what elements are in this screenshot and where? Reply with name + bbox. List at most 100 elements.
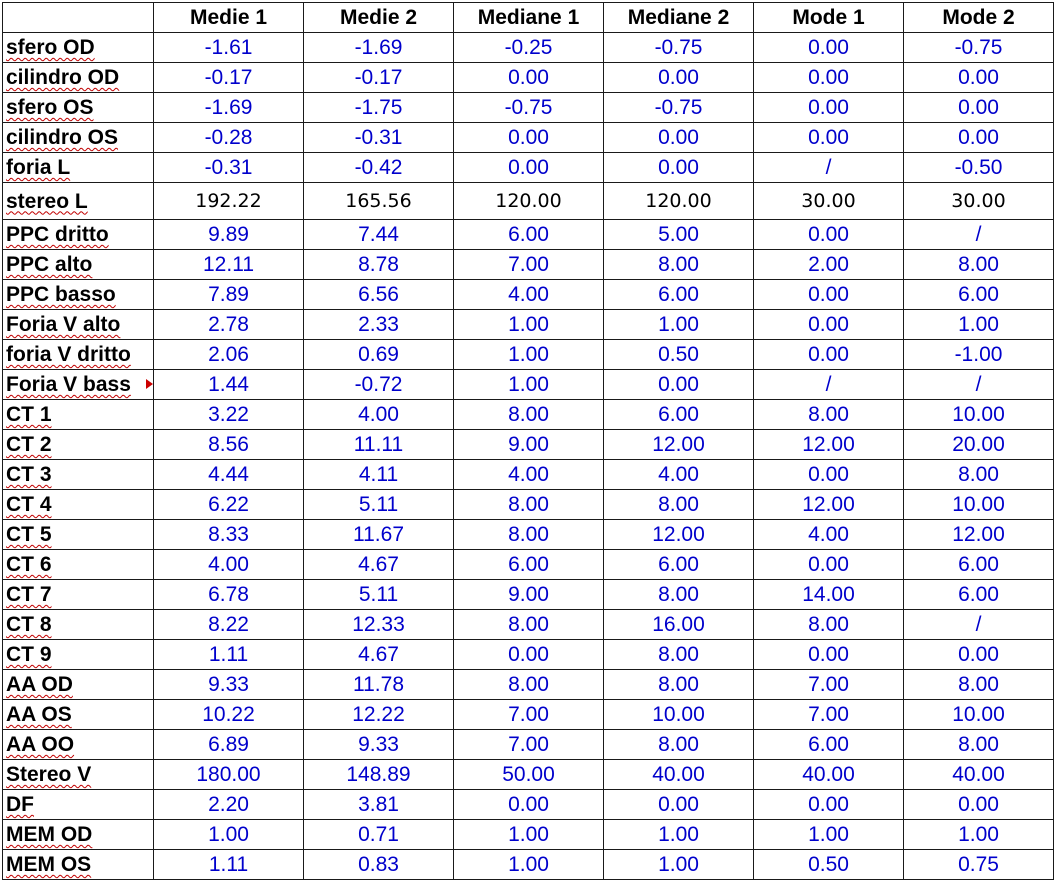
value-cell[interactable]: 6.00 <box>903 279 1054 310</box>
row-label-cell[interactable]: Stereo V <box>2 759 154 790</box>
value-cell[interactable]: 1.00 <box>453 339 604 370</box>
value-cell[interactable]: 3.81 <box>303 789 454 820</box>
value-cell[interactable]: 4.00 <box>603 459 754 490</box>
value-cell[interactable]: 0.00 <box>753 92 904 123</box>
value-cell[interactable]: 10.00 <box>903 489 1054 520</box>
value-cell[interactable]: 0.00 <box>753 122 904 153</box>
value-cell[interactable]: 8.00 <box>603 489 754 520</box>
value-cell[interactable]: 0.00 <box>603 62 754 93</box>
row-label-cell[interactable]: MEM OD <box>2 819 154 850</box>
value-cell[interactable]: 8.00 <box>603 249 754 280</box>
value-cell[interactable]: 6.22 <box>153 489 304 520</box>
value-cell[interactable]: 40.00 <box>753 759 904 790</box>
value-cell[interactable]: 4.00 <box>753 519 904 550</box>
row-label-cell[interactable]: MEM OS <box>2 849 154 880</box>
row-label-cell[interactable]: cilindro OS <box>2 122 154 153</box>
value-cell[interactable]: -0.50 <box>903 152 1054 183</box>
value-cell[interactable]: 6.78 <box>153 579 304 610</box>
value-cell[interactable]: 0.00 <box>453 789 604 820</box>
value-cell[interactable]: 6.00 <box>903 579 1054 610</box>
value-cell[interactable]: 8.00 <box>753 399 904 430</box>
value-cell[interactable]: 7.44 <box>303 219 454 250</box>
value-cell[interactable]: 6.00 <box>453 549 604 580</box>
value-cell[interactable]: 1.00 <box>453 819 604 850</box>
value-cell[interactable]: 0.00 <box>903 62 1054 93</box>
value-cell[interactable]: 10.00 <box>903 699 1054 730</box>
value-cell[interactable]: -0.75 <box>603 92 754 123</box>
value-cell[interactable]: 9.33 <box>153 669 304 700</box>
value-cell[interactable]: -0.72 <box>303 369 454 400</box>
value-cell[interactable]: 0.83 <box>303 849 454 880</box>
value-cell[interactable]: 10.00 <box>903 399 1054 430</box>
value-cell[interactable]: 1.11 <box>153 849 304 880</box>
value-cell[interactable]: -0.31 <box>153 152 304 183</box>
value-cell[interactable]: 0.00 <box>453 122 604 153</box>
value-cell[interactable]: 40.00 <box>603 759 754 790</box>
value-cell[interactable]: 12.00 <box>603 429 754 460</box>
value-cell[interactable]: 6.89 <box>153 729 304 760</box>
value-cell[interactable]: 9.00 <box>453 429 604 460</box>
value-cell[interactable]: 8.00 <box>453 519 604 550</box>
value-cell[interactable]: 4.67 <box>303 549 454 580</box>
value-cell[interactable]: 12.00 <box>753 489 904 520</box>
value-cell[interactable]: 4.00 <box>453 459 604 490</box>
row-label-cell[interactable]: foria L <box>2 152 154 183</box>
value-cell[interactable]: 1.00 <box>603 849 754 880</box>
value-cell[interactable]: 10.00 <box>603 699 754 730</box>
header-cell-mode-2[interactable]: Mode 2 <box>903 2 1054 33</box>
value-cell[interactable]: 0.00 <box>753 339 904 370</box>
value-cell[interactable]: 20.00 <box>903 429 1054 460</box>
row-label-cell[interactable]: cilindro OD <box>2 62 154 93</box>
value-cell[interactable]: / <box>903 609 1054 640</box>
value-cell[interactable]: 120.00 <box>603 182 754 220</box>
value-cell[interactable]: 11.11 <box>303 429 454 460</box>
value-cell[interactable]: 1.00 <box>903 309 1054 340</box>
value-cell[interactable]: 4.00 <box>153 549 304 580</box>
value-cell[interactable]: / <box>903 369 1054 400</box>
value-cell[interactable]: 9.33 <box>303 729 454 760</box>
value-cell[interactable]: -1.69 <box>153 92 304 123</box>
value-cell[interactable]: 2.20 <box>153 789 304 820</box>
value-cell[interactable]: 120.00 <box>453 182 604 220</box>
row-label-cell[interactable]: CT 2 <box>2 429 154 460</box>
row-label-cell[interactable]: CT 1 <box>2 399 154 430</box>
value-cell[interactable]: 0.00 <box>603 122 754 153</box>
value-cell[interactable]: 11.78 <box>303 669 454 700</box>
value-cell[interactable]: 0.00 <box>753 219 904 250</box>
row-label-cell[interactable]: AA OS <box>2 699 154 730</box>
row-label-cell[interactable]: sfero OS <box>2 92 154 123</box>
value-cell[interactable]: 10.22 <box>153 699 304 730</box>
value-cell[interactable]: 12.00 <box>753 429 904 460</box>
value-cell[interactable]: 50.00 <box>453 759 604 790</box>
row-label-cell[interactable]: stereo L <box>2 182 154 220</box>
value-cell[interactable]: 9.00 <box>453 579 604 610</box>
value-cell[interactable]: 2.06 <box>153 339 304 370</box>
value-cell[interactable]: -1.69 <box>303 32 454 63</box>
value-cell[interactable]: 8.22 <box>153 609 304 640</box>
value-cell[interactable]: 40.00 <box>903 759 1054 790</box>
value-cell[interactable]: 0.50 <box>753 849 904 880</box>
value-cell[interactable]: / <box>903 219 1054 250</box>
value-cell[interactable]: 1.00 <box>453 309 604 340</box>
row-label-cell[interactable]: CT 9 <box>2 639 154 670</box>
value-cell[interactable]: 8.00 <box>453 489 604 520</box>
value-cell[interactable]: 0.00 <box>753 62 904 93</box>
value-cell[interactable]: 6.00 <box>453 219 604 250</box>
value-cell[interactable]: 5.00 <box>603 219 754 250</box>
row-label-cell[interactable]: Foria V alto <box>2 309 154 340</box>
value-cell[interactable]: 8.00 <box>603 639 754 670</box>
row-label-cell[interactable]: AA OO <box>2 729 154 760</box>
value-cell[interactable]: 0.00 <box>903 92 1054 123</box>
value-cell[interactable]: 4.00 <box>303 399 454 430</box>
value-cell[interactable]: 12.22 <box>303 699 454 730</box>
value-cell[interactable]: 1.00 <box>903 819 1054 850</box>
value-cell[interactable]: 14.00 <box>753 579 904 610</box>
value-cell[interactable]: 148.89 <box>303 759 454 790</box>
value-cell[interactable]: 16.00 <box>603 609 754 640</box>
value-cell[interactable]: 6.00 <box>603 399 754 430</box>
value-cell[interactable]: -1.00 <box>903 339 1054 370</box>
row-label-cell[interactable]: Foria V bass <box>2 369 154 400</box>
value-cell[interactable]: 8.00 <box>903 459 1054 490</box>
value-cell[interactable]: 0.00 <box>603 789 754 820</box>
value-cell[interactable]: 0.00 <box>753 789 904 820</box>
